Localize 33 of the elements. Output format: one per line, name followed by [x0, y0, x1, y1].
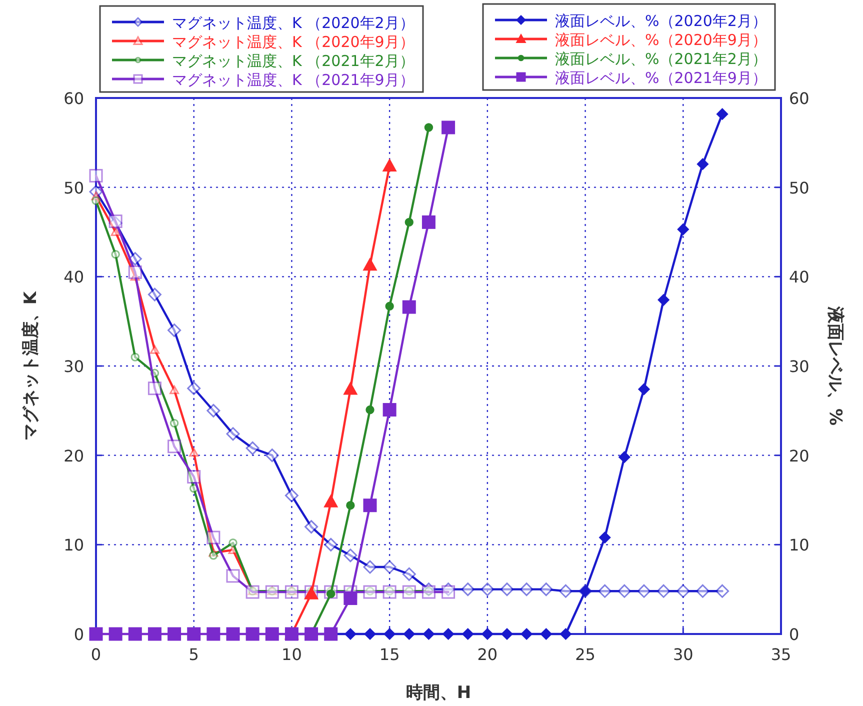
y2-tick-label: 20 [789, 446, 810, 466]
y2-tick-label: 30 [789, 357, 810, 376]
x-tick-label: 5 [188, 645, 199, 664]
y-axis-title: マグネット温度、K [21, 290, 41, 441]
y-tick-label: 20 [64, 446, 84, 466]
y-tick-label: 50 [64, 178, 84, 198]
legend-label: マグネット温度、K （2021年2月） [172, 52, 414, 70]
x-tick-label: 25 [575, 645, 596, 664]
y2-tick-label: 10 [789, 536, 810, 555]
legend-label: 液面レベル、%（2020年2月） [555, 12, 767, 30]
legend-label: マグネット温度、K （2021年9月） [172, 71, 414, 89]
legend-label: マグネット温度、K （2020年2月） [172, 14, 414, 32]
legend-label: マグネット温度、K （2020年9月） [172, 33, 414, 51]
x-axis-title: 時間、H [406, 683, 472, 703]
legend-label: 液面レベル、%（2020年9月） [555, 31, 767, 49]
x-tick-label: 30 [672, 645, 694, 664]
y2-tick-label: 50 [789, 178, 810, 198]
legend-label: 液面レベル、%（2021年2月） [555, 50, 767, 68]
x-tick-label: 0 [90, 645, 102, 664]
y-tick-label: 0 [74, 625, 84, 644]
y2-axis-title: 液面レベル、% [825, 305, 845, 426]
y-tick-label: 60 [64, 89, 84, 108]
x-tick-label: 35 [770, 645, 792, 664]
y-tick-label: 40 [64, 268, 84, 287]
y-tick-label: 10 [64, 536, 84, 555]
x-tick-label: 15 [379, 645, 400, 664]
y-tick-label: 30 [64, 357, 84, 376]
y2-tick-label: 40 [789, 268, 810, 287]
x-tick-label: 10 [282, 645, 302, 664]
x-tick-label: 20 [477, 645, 498, 664]
y2-tick-label: 0 [789, 625, 800, 644]
y2-tick-label: 60 [789, 89, 810, 108]
legend-label: 液面レベル、%（2021年9月） [555, 69, 767, 87]
